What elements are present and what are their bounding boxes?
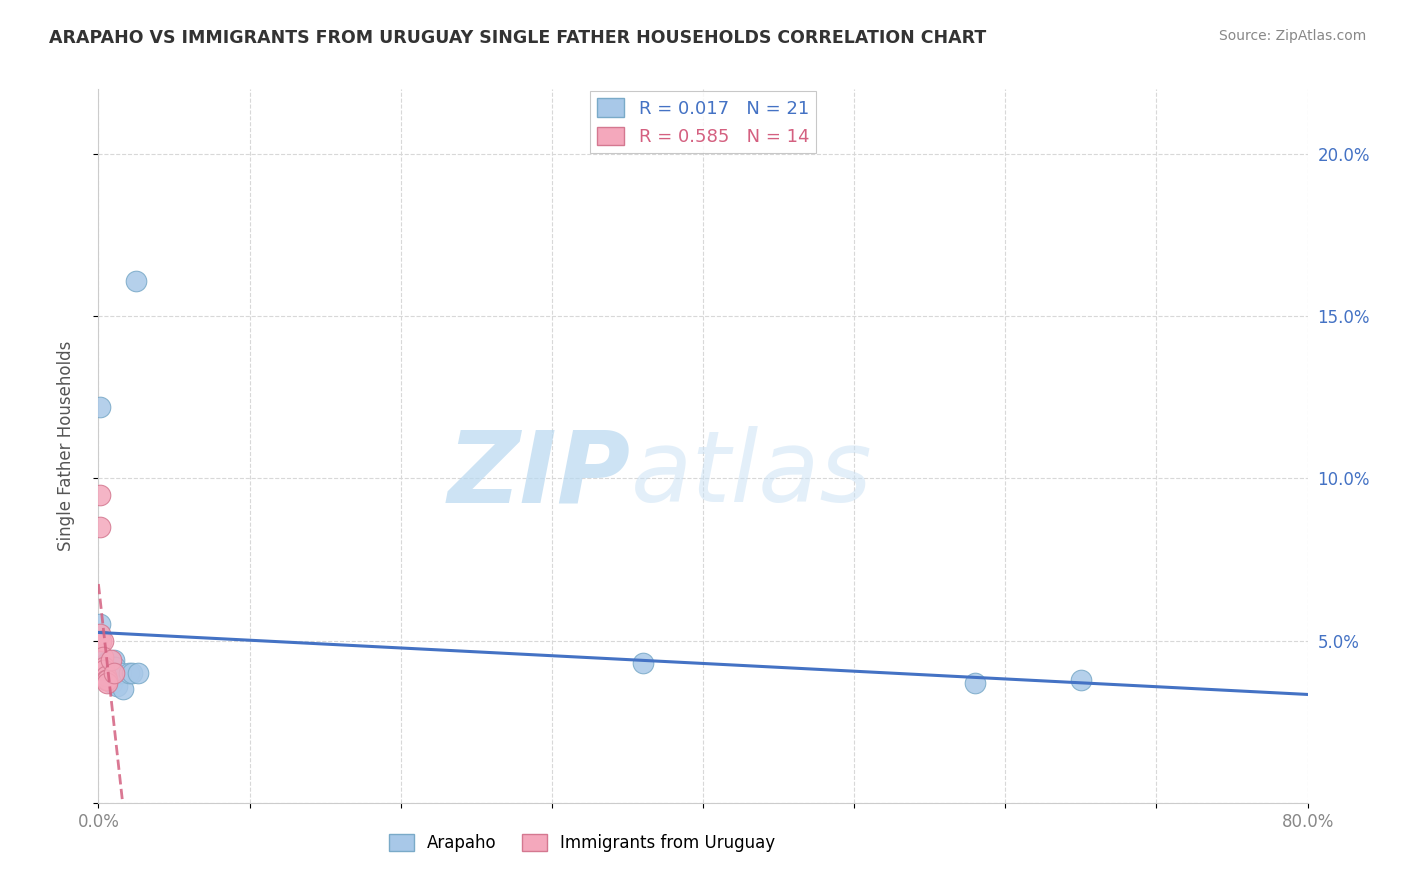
Text: Source: ZipAtlas.com: Source: ZipAtlas.com xyxy=(1219,29,1367,43)
Point xyxy=(94,673,117,687)
Point xyxy=(105,679,128,693)
Point xyxy=(94,669,117,683)
Point xyxy=(91,649,114,664)
Point xyxy=(121,666,143,681)
Point xyxy=(631,657,654,671)
Y-axis label: Single Father Households: Single Father Households xyxy=(56,341,75,551)
Text: ARAPAHO VS IMMIGRANTS FROM URUGUAY SINGLE FATHER HOUSEHOLDS CORRELATION CHART: ARAPAHO VS IMMIGRANTS FROM URUGUAY SINGL… xyxy=(49,29,987,46)
Point xyxy=(91,633,114,648)
Point xyxy=(93,663,115,677)
Point xyxy=(89,520,111,534)
Point xyxy=(125,274,148,288)
Point xyxy=(89,400,111,414)
Text: ZIP: ZIP xyxy=(447,426,630,523)
Point xyxy=(965,675,987,690)
Point xyxy=(118,666,141,681)
Point xyxy=(127,666,149,681)
Point xyxy=(89,488,111,502)
Legend: Arapaho, Immigrants from Uruguay: Arapaho, Immigrants from Uruguay xyxy=(382,827,782,859)
Point xyxy=(93,653,115,667)
Point xyxy=(110,666,132,681)
Point xyxy=(96,673,118,687)
Point xyxy=(103,653,125,667)
Point xyxy=(111,682,134,697)
Point xyxy=(1070,673,1092,687)
Point xyxy=(104,659,127,673)
Text: atlas: atlas xyxy=(630,426,872,523)
Point xyxy=(94,657,117,671)
Point xyxy=(100,653,122,667)
Point xyxy=(89,627,111,641)
Point xyxy=(98,653,121,667)
Point xyxy=(100,673,122,687)
Point xyxy=(96,673,118,687)
Point xyxy=(93,659,115,673)
Point xyxy=(91,657,114,671)
Point xyxy=(89,617,111,632)
Point xyxy=(103,666,125,681)
Point xyxy=(96,675,118,690)
Point xyxy=(90,633,112,648)
Point xyxy=(101,675,124,690)
